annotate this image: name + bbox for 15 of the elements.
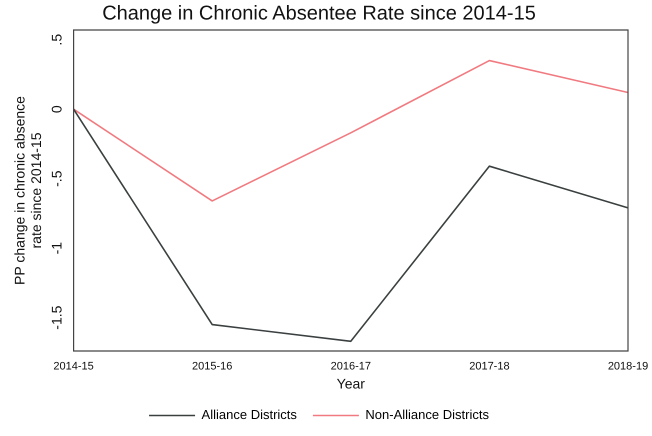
x-tick-label: 2014-15 xyxy=(53,360,94,373)
x-tick-label: 2017-18 xyxy=(469,360,510,373)
x-axis-title: Year xyxy=(336,375,366,392)
chart-title: Change in Chronic Absentee Rate since 2014-15 xyxy=(102,2,536,25)
legend-label: Non-Alliance Districts xyxy=(365,407,490,422)
y-tick-label: .5 xyxy=(48,34,64,46)
y-tick-label: -1 xyxy=(48,242,64,254)
x-tick-label: 2018-19 xyxy=(608,360,648,373)
y-tick-label: 0 xyxy=(48,105,64,114)
y-tick-label: -.5 xyxy=(48,170,64,187)
x-tick-label: 2015-16 xyxy=(192,360,232,373)
x-tick-label: 2016-17 xyxy=(330,360,371,373)
y-axis-title: PP change in chronic absence rate since 2014-15 xyxy=(11,96,44,285)
y-tick-label: -1.5 xyxy=(48,305,64,330)
legend-label: Alliance Districts xyxy=(202,407,298,422)
